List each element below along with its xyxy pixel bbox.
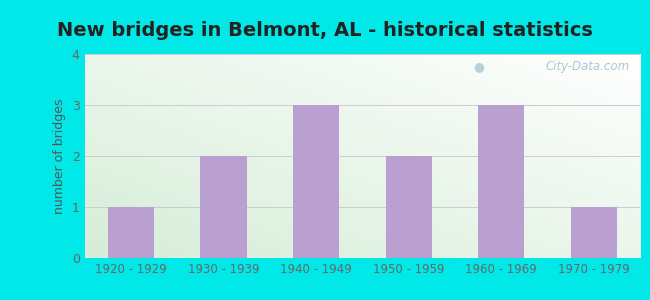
Text: New bridges in Belmont, AL - historical statistics: New bridges in Belmont, AL - historical …: [57, 21, 593, 40]
Bar: [571, 207, 617, 258]
Text: City-Data.com: City-Data.com: [545, 60, 629, 73]
Text: ●: ●: [474, 60, 485, 73]
Y-axis label: number of bridges: number of bridges: [53, 98, 66, 214]
Bar: [385, 156, 432, 258]
Bar: [293, 105, 339, 258]
Bar: [478, 105, 525, 258]
Bar: [200, 156, 246, 258]
Bar: [108, 207, 154, 258]
